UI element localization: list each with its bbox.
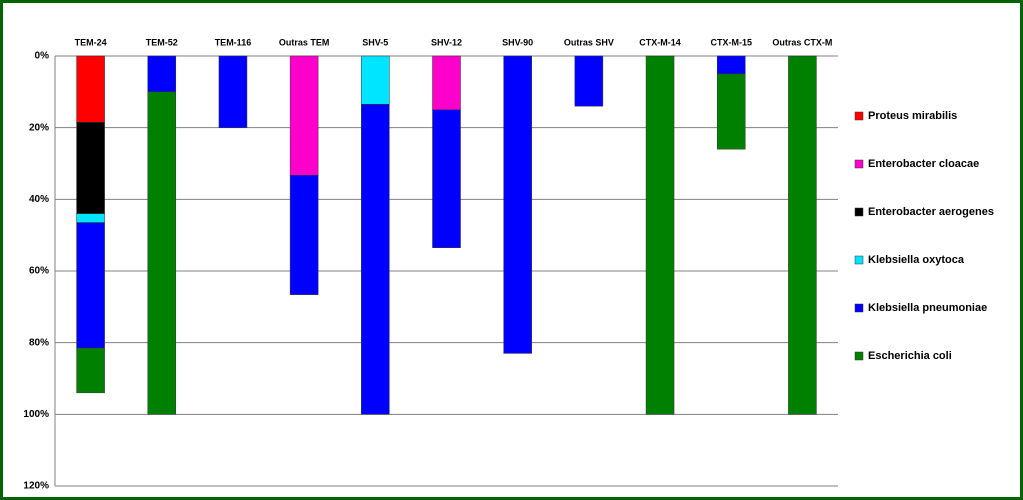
- bar-segment: [218, 55, 248, 128]
- x-tick-label: Outras CTX-M: [772, 37, 832, 47]
- x-tick-label: TEM-24: [75, 37, 107, 47]
- legend-label: Enterobacter cloacae: [868, 158, 979, 170]
- bar-segment: [76, 347, 105, 394]
- legend-swatch: [854, 207, 864, 217]
- x-tick-label: SHV-90: [502, 37, 533, 47]
- legend-swatch: [854, 255, 864, 265]
- bar-segment: [716, 73, 746, 150]
- y-tick-label: 100%: [23, 409, 49, 420]
- bar-segment: [76, 222, 105, 349]
- bar-segment: [289, 55, 319, 176]
- x-tick-label: Outras SHV: [564, 37, 614, 47]
- bar-segment: [76, 213, 105, 223]
- bar-segment: [361, 104, 390, 415]
- legend-swatch: [854, 351, 864, 361]
- y-tick-label: 120%: [23, 481, 49, 492]
- y-tick-label: 80%: [29, 337, 49, 348]
- bar-segment: [76, 122, 105, 214]
- x-tick-label: CTX-M-14: [639, 37, 681, 47]
- legend-swatch: [854, 111, 864, 121]
- legend-label: Klebsiella pneumoniae: [868, 302, 987, 314]
- bar-segment: [147, 55, 177, 93]
- bar-segment: [432, 55, 461, 110]
- legend-label: Klebsiella oxytoca: [868, 254, 965, 266]
- x-tick-label: TEM-116: [215, 37, 252, 47]
- legend-label: Enterobacter aerogenes: [868, 206, 994, 218]
- x-tick-label: SHV-12: [431, 37, 462, 47]
- legend-label: Proteus mirabilis: [868, 110, 957, 122]
- x-tick-label: CTX-M-15: [710, 37, 752, 47]
- y-tick-label: 40%: [29, 194, 49, 205]
- legend-swatch: [854, 159, 864, 169]
- bar-segment: [788, 55, 817, 415]
- bar-segment: [503, 55, 532, 354]
- y-tick-label: 60%: [29, 266, 49, 277]
- bar-segment: [361, 55, 390, 105]
- x-tick-label: SHV-5: [362, 37, 388, 47]
- legend-label: Escherichia coli: [868, 350, 952, 362]
- bar-segment: [645, 55, 675, 415]
- bar-segment: [147, 91, 177, 415]
- y-tick-label: 0%: [35, 51, 50, 62]
- bar-segment: [574, 55, 604, 107]
- bar-segment: [76, 55, 105, 123]
- y-tick-label: 20%: [29, 122, 49, 133]
- legend-swatch: [854, 303, 864, 313]
- bar-segment: [432, 109, 461, 248]
- bar-segment: [289, 175, 319, 295]
- x-tick-label: TEM-52: [146, 37, 178, 47]
- x-tick-label: Outras TEM: [279, 37, 330, 47]
- bar-segment: [716, 55, 746, 75]
